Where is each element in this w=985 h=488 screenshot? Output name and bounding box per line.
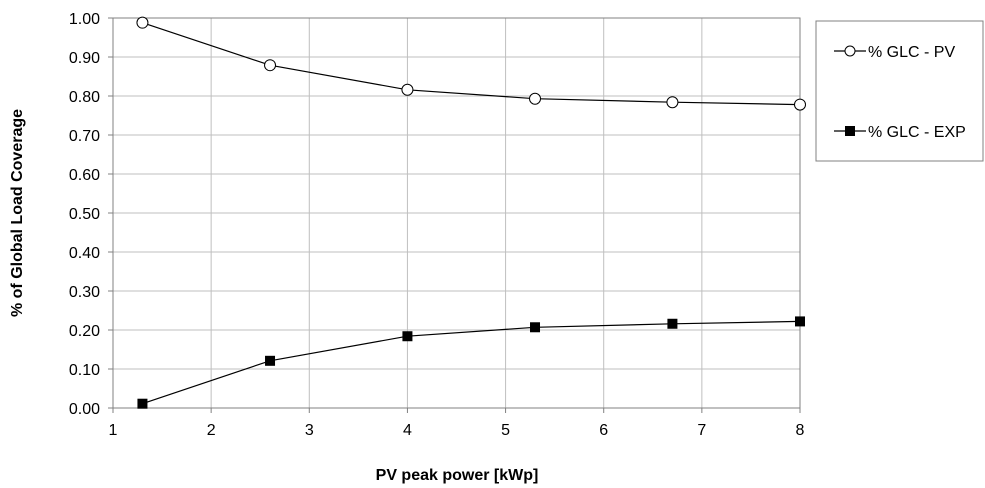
x-axis-title: PV peak power [kWp]	[376, 467, 539, 484]
data-point-pv	[794, 98, 806, 111]
x-tick-label: 3	[305, 422, 314, 439]
legend-marker-open-circle-icon	[844, 45, 856, 57]
legend-item-pv: % GLC - PV	[834, 44, 955, 61]
y-tick-label: 1.00	[69, 11, 100, 28]
data-point-pv	[666, 96, 679, 109]
legend-label-exp: % GLC - EXP	[868, 124, 966, 141]
data-point-exp	[265, 355, 276, 366]
data-point-pv	[136, 16, 149, 29]
y-axis-title: % of Global Load Coverage	[9, 109, 26, 317]
data-point-pv	[264, 59, 277, 72]
data-point-pv	[529, 92, 542, 105]
x-tick-label: 7	[697, 422, 706, 439]
series-line-exp	[142, 320, 801, 405]
data-point-exp	[667, 318, 678, 329]
series-line-pv	[142, 22, 801, 106]
data-point-exp	[795, 316, 805, 327]
y-tick-label: 0.30	[69, 284, 100, 301]
x-tick-label: 1	[109, 422, 118, 439]
y-tick-label: 0.80	[69, 89, 100, 106]
x-tick-label: 8	[796, 422, 805, 439]
legend-box	[815, 20, 984, 162]
y-tick-label: 0.60	[69, 167, 100, 184]
x-axis-ticks: 1 2 3 4 5 6 7 8	[109, 408, 805, 439]
legend: % GLC - PV % GLC - EXP	[815, 20, 984, 162]
legend-label-pv: % GLC - PV	[868, 44, 955, 61]
data-point-exp	[137, 398, 148, 409]
series-markers	[136, 16, 806, 409]
x-tick-label: 5	[501, 422, 510, 439]
data-point-exp	[530, 322, 541, 333]
y-axis-ticks: 0.00 0.10 0.20 0.30 0.40 0.50 0.60 0.70 0.80 0.90…	[69, 11, 113, 418]
y-tick-label: 0.50	[69, 206, 100, 223]
x-tick-label: 4	[403, 422, 412, 439]
grid-lines	[112, 17, 801, 409]
data-point-pv	[401, 83, 414, 96]
y-tick-label: 0.10	[69, 362, 100, 379]
x-tick-label: 2	[207, 422, 216, 439]
y-tick-label: 0.20	[69, 323, 100, 340]
series-lines	[142, 22, 801, 405]
legend-marker-filled-square-icon	[845, 126, 855, 136]
x-tick-label: 6	[599, 422, 608, 439]
y-tick-label: 0.40	[69, 245, 100, 262]
data-point-exp	[402, 331, 413, 342]
y-tick-label: 0.00	[69, 401, 100, 418]
y-tick-label: 0.70	[69, 128, 100, 145]
y-tick-label: 0.90	[69, 50, 100, 67]
legend-item-exp: % GLC - EXP	[834, 124, 966, 141]
